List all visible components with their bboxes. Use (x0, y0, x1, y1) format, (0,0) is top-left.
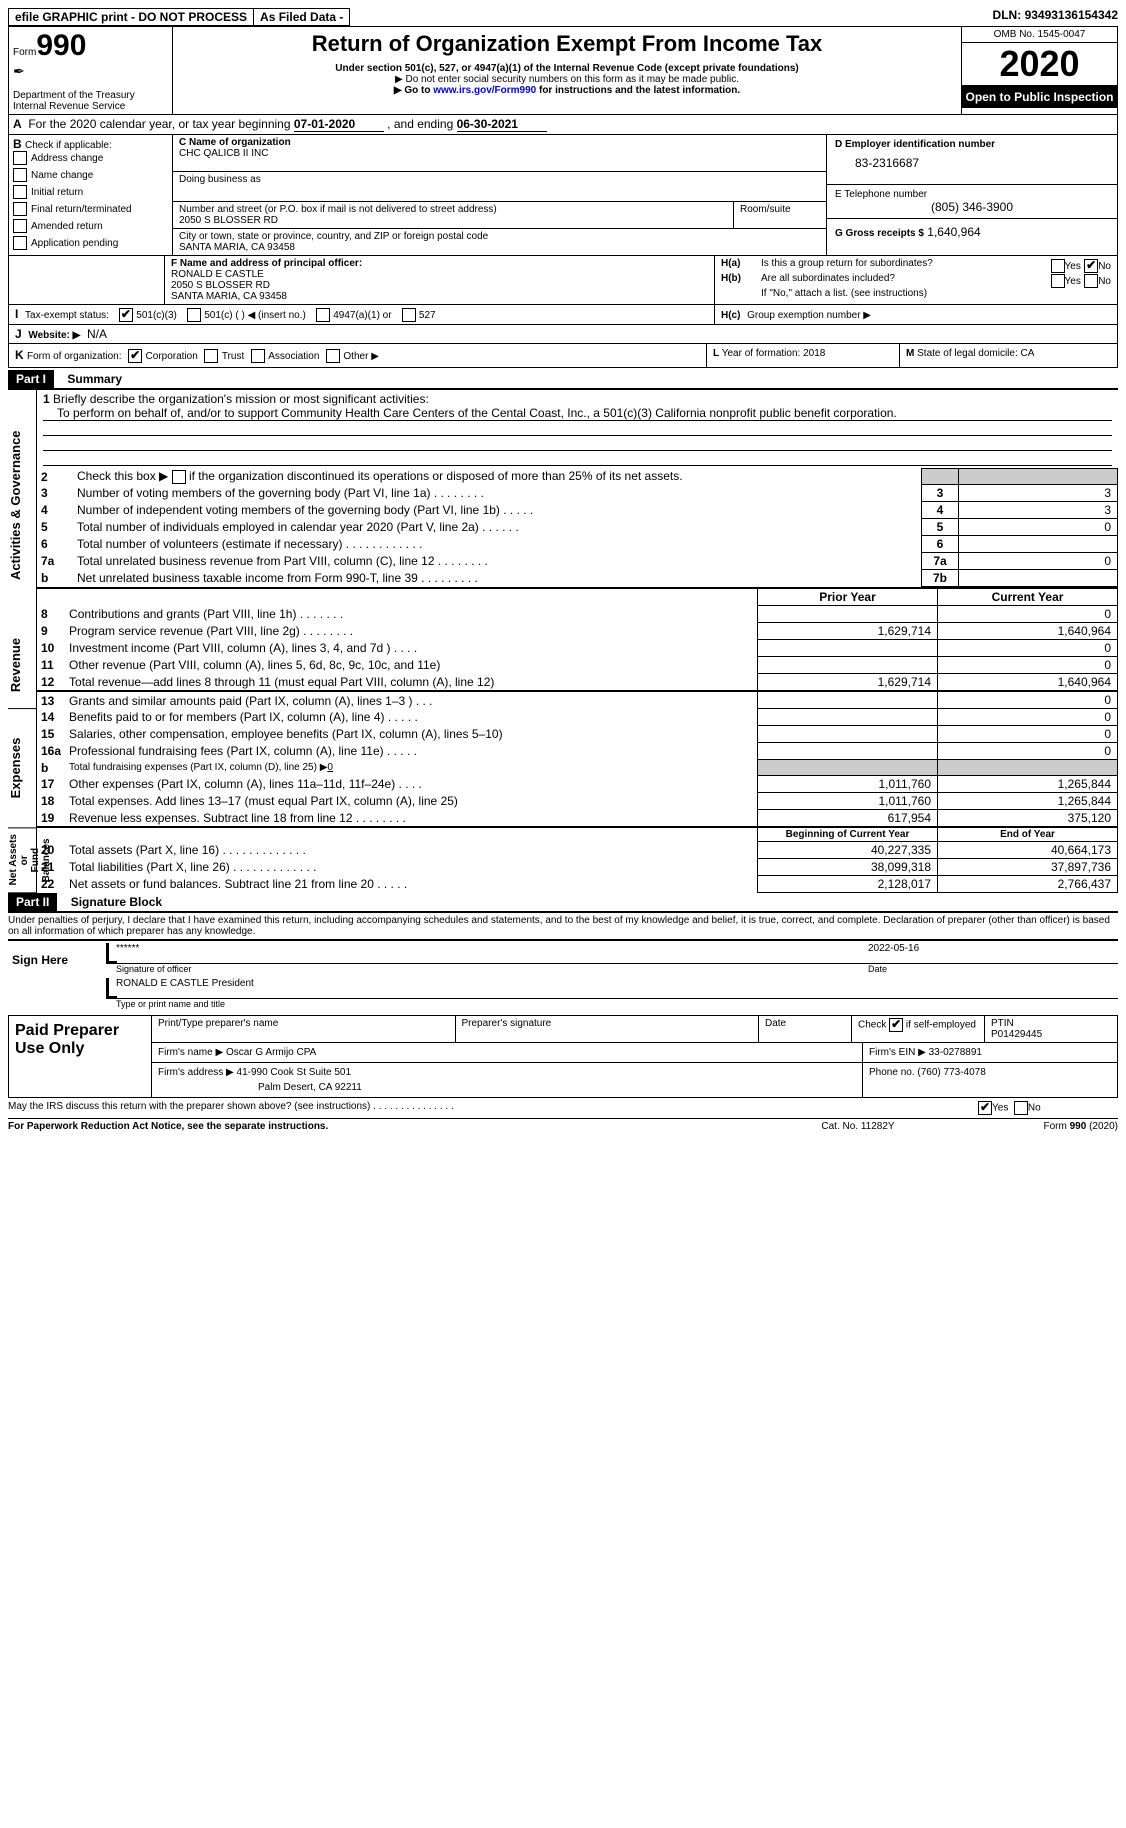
check-address-change[interactable]: Address change (13, 151, 103, 165)
org-name: CHC QALICB II INC (179, 148, 820, 159)
tax-year: 2020 (962, 43, 1117, 86)
efile-notice: efile GRAPHIC print - DO NOT PROCESS (8, 8, 254, 26)
check-amended[interactable]: Amended return (13, 219, 103, 233)
officer-name: RONALD E CASTLE (171, 269, 708, 280)
sig-stars: ****** (116, 943, 868, 954)
subtitle-2: ▶ Do not enter social security numbers o… (183, 74, 951, 85)
check-app-pending[interactable]: Application pending (13, 236, 118, 250)
check-corp[interactable]: ✔ (128, 349, 142, 363)
check-4947[interactable] (316, 308, 330, 322)
irs-link[interactable]: www.irs.gov/Form990 (433, 85, 536, 96)
check-initial-return[interactable]: Initial return (13, 185, 83, 199)
open-to-public: Open to Public Inspection (962, 86, 1117, 108)
website: N/A (87, 327, 107, 341)
part-i-label: Part I (8, 370, 54, 388)
part-i-heading: Summary (67, 372, 122, 386)
ein: 83-2316687 (835, 156, 1109, 170)
mission-text: To perform on behalf of, and/or to suppo… (43, 406, 1112, 421)
dept-treasury: Department of the Treasury Internal Reve… (13, 90, 168, 112)
sign-here: Sign Here (8, 943, 106, 1009)
dba-label: Doing business as (179, 174, 820, 185)
check-trust[interactable] (204, 349, 218, 363)
gross-receipts: 1,640,964 (927, 225, 980, 239)
part-ii-heading: Signature Block (71, 895, 162, 909)
subtitle-3: ▶ Go to www.irs.gov/Form990 for instruct… (183, 85, 951, 96)
room-label: Room/suite (740, 204, 820, 215)
city-label: City or town, state or province, country… (179, 231, 820, 242)
g-label: G Gross receipts $ (835, 228, 924, 239)
side-netassets: Net Assets or Fund Balances (8, 828, 36, 893)
officer-addr2: SANTA MARIA, CA 93458 (171, 291, 708, 302)
check-501c[interactable] (187, 308, 201, 322)
d-label: D Employer identification number (835, 139, 1109, 150)
part-i-body: Activities & Governance Revenue Expenses… (8, 390, 1118, 894)
paperwork-notice: For Paperwork Reduction Act Notice, see … (8, 1121, 758, 1132)
addr-label: Number and street (or P.O. box if mail i… (179, 204, 727, 215)
cat-number: Cat. No. 11282Y (758, 1121, 958, 1132)
form-footer: Form 990 (2020) (958, 1121, 1118, 1132)
check-527[interactable] (402, 308, 416, 322)
side-expenses: Expenses (8, 709, 36, 828)
e-label: E Telephone number (835, 189, 1109, 200)
top-bar: efile GRAPHIC print - DO NOT PROCESS As … (8, 8, 1118, 27)
side-revenue: Revenue (8, 621, 36, 709)
org-address: 2050 S BLOSSER RD (179, 215, 727, 226)
form-label: Form (13, 47, 36, 58)
header: Form990 ✒ Department of the Treasury Int… (8, 27, 1118, 115)
side-activities: Activities & Governance (8, 390, 36, 621)
asfiled-label: As Filed Data - (254, 8, 350, 26)
sig-date: 2022-05-16 (868, 943, 1118, 964)
org-city: SANTA MARIA, CA 93458 (179, 242, 820, 253)
form-title: Return of Organization Exempt From Incom… (183, 31, 951, 57)
perjury-text: Under penalties of perjury, I declare th… (8, 913, 1118, 939)
check-other[interactable] (326, 349, 340, 363)
check-assoc[interactable] (251, 349, 265, 363)
subtitle-1: Under section 501(c), 527, or 4947(a)(1)… (183, 63, 951, 74)
officer-print-name: RONALD E CASTLE President (116, 978, 1118, 999)
line-a: A For the 2020 calendar year, or tax yea… (8, 115, 1118, 135)
part-ii-label: Part II (8, 893, 57, 911)
check-name-change[interactable]: Name change (13, 168, 93, 182)
c-name-label: C Name of organization (179, 137, 820, 148)
check-501c3[interactable]: ✔ (119, 308, 133, 322)
form-number: 990 (36, 29, 86, 62)
phone: (805) 346-3900 (835, 200, 1109, 214)
dln: DLN: 93493136154342 (993, 8, 1118, 26)
omb-number: OMB No. 1545-0047 (962, 27, 1117, 43)
officer-addr1: 2050 S BLOSSER RD (171, 280, 708, 291)
entity-block: B Check if applicable: Address change Na… (8, 135, 1118, 256)
check-final-return[interactable]: Final return/terminated (13, 202, 132, 216)
paid-preparer: Paid Preparer Use Only (9, 1016, 152, 1097)
